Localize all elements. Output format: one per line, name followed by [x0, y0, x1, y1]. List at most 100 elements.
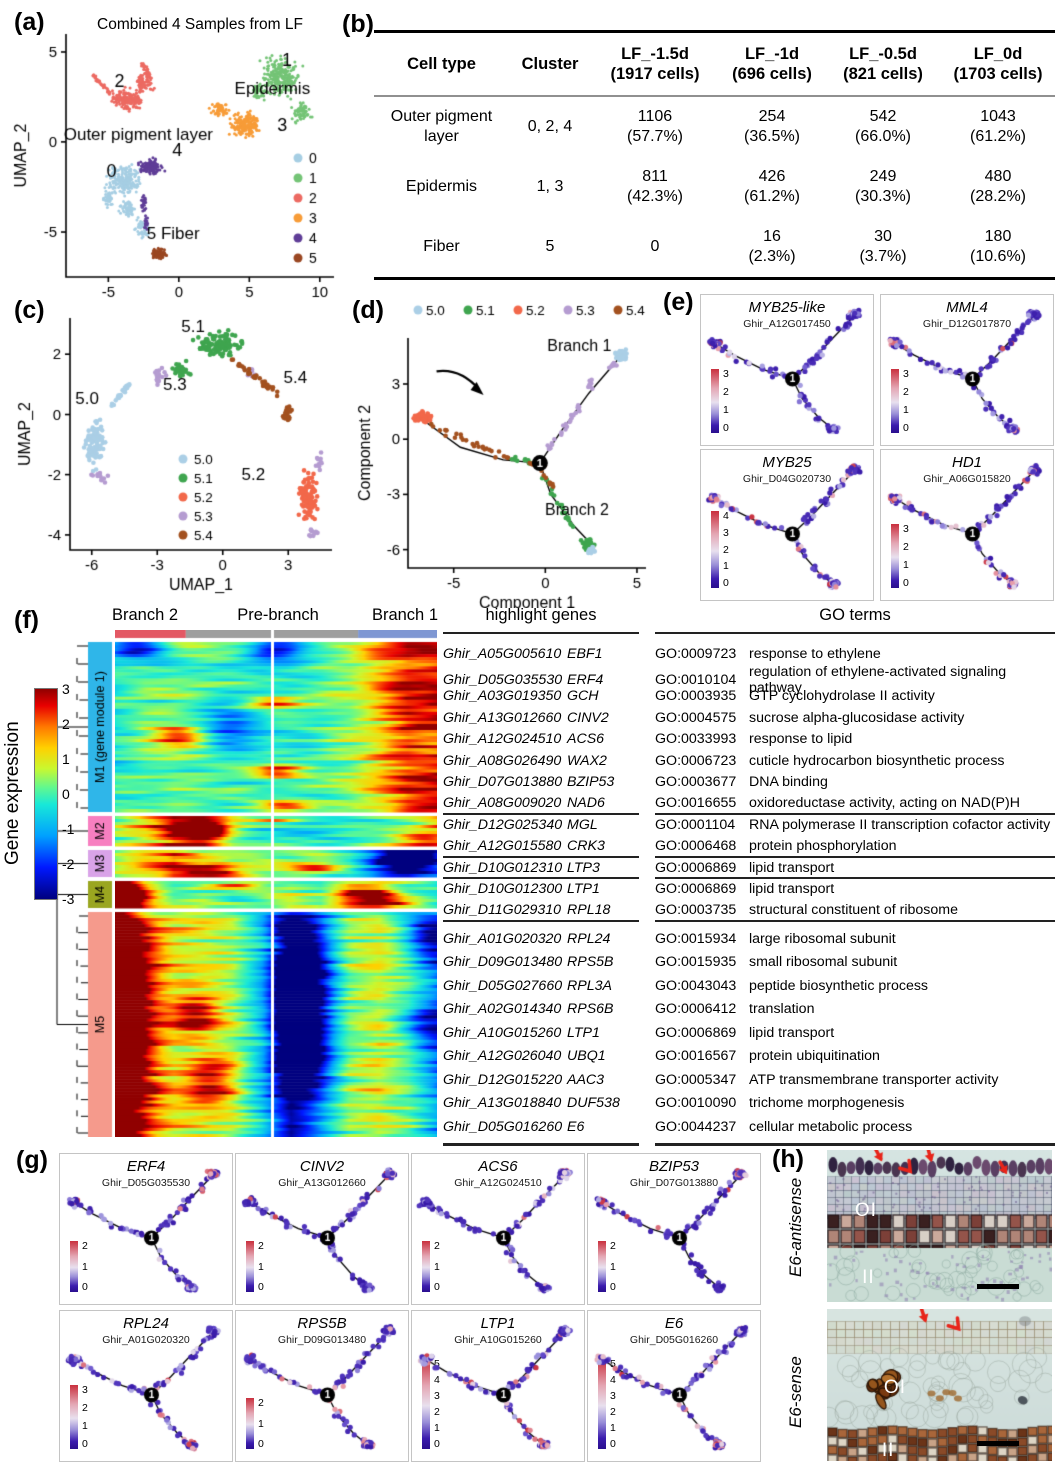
go-term: peptide biosynthetic process: [749, 977, 929, 994]
gene-id: Ghir_D09G013480: [443, 954, 563, 971]
go-id: GO:0016655: [655, 795, 737, 812]
gene-symbol: RPL3A: [567, 977, 612, 994]
cell: 480 (28.2%): [969, 168, 1027, 205]
gene-id: Ghir_A01G020320: [443, 930, 562, 947]
gene-symbol: UBQ1: [567, 1048, 606, 1065]
go-terms-header: GO terms: [819, 606, 891, 624]
gene-symbol: RPL24: [567, 930, 611, 947]
region-label-oi: OI: [883, 1377, 906, 1399]
trajectory-plot: [350, 296, 665, 608]
go-id: GO:0006412: [655, 1001, 737, 1018]
gene-row: Ghir_A10G015260 LTP1 GO:0006869 lipid trans…: [443, 1021, 1055, 1045]
in-situ-antisense-image: [827, 1150, 1052, 1302]
gene-id: Ghir_D07G013880: [443, 774, 563, 791]
table-row: Outer pigment layer 0, 2, 4 1106 (57.7%) 254(…: [374, 97, 1055, 157]
trajectory-plot-bzip53: BZIP53Ghir_D07G013880210: [587, 1153, 761, 1305]
go-term: DNA binding: [749, 774, 828, 791]
gene-row: Ghir_D05G016260 E6 GO:0044237 cellular meta…: [443, 1115, 1055, 1139]
trajectory-plot-myb25: MYB25Ghir_D04G02073043210: [700, 449, 874, 601]
go-term: lipid transport: [749, 881, 835, 898]
separator-line: [655, 920, 1055, 922]
go-id: GO:0003735: [655, 902, 737, 919]
trajectory-canvas: [588, 1311, 760, 1461]
gene-expression-heatmap: [115, 630, 437, 1137]
trajectory-canvas: [412, 1311, 584, 1461]
region-label-ii: II: [881, 1439, 895, 1461]
colorbar-tick: 0: [62, 786, 70, 802]
separator-line: [443, 632, 639, 634]
gene-id: Ghir_D05G016260: [443, 1118, 563, 1135]
gene-symbol: LTP1: [567, 1024, 600, 1041]
gene-id: Ghir_D05G027660: [443, 977, 563, 994]
gene-symbol: ERF4: [567, 672, 604, 689]
gene-symbol: E6: [567, 1118, 585, 1135]
go-term: RNA polymerase II transcription cofactor…: [749, 816, 1051, 833]
heatmap-colorbar-ticks: 3 2 1 0 -1 -2 -3: [62, 681, 88, 907]
go-id: GO:0044237: [655, 1118, 737, 1135]
gene-symbol: AAC3: [567, 1071, 605, 1088]
gene-id: Ghir_A08G009020: [443, 795, 562, 812]
cell: Epidermis: [405, 178, 478, 196]
cell: 1043 (61.2%): [969, 108, 1027, 145]
trajectory-plot-ltp1: LTP1Ghir_A10G015260543210: [411, 1310, 585, 1462]
cell: Cluster: [521, 54, 579, 73]
cell: 254 (36.5%): [743, 108, 801, 145]
table-row: Epidermis 1, 3 811 (42.3%) 426 (61.2%) 249 (30.…: [374, 157, 1055, 217]
gene-id: Ghir_A10G015260: [443, 1024, 562, 1041]
cell: LF_0d (1703 cells): [953, 44, 1043, 83]
go-term: trichome morphogenesis: [749, 1095, 905, 1112]
go-id: GO:0001104: [655, 816, 736, 833]
antisense-label: E6-antisense: [786, 1177, 805, 1278]
trajectory-canvas: [701, 295, 873, 445]
heatmap-colorbar: [34, 688, 58, 900]
cell: 0: [650, 238, 660, 256]
separator-line: [655, 877, 1055, 879]
go-term: response to lipid: [749, 731, 853, 748]
go-id: GO:0009723: [655, 645, 737, 662]
trajectory-plot-e6: E6Ghir_D05G016260543210: [587, 1310, 761, 1462]
heatmap-col-prebranch: Pre-branch: [237, 606, 319, 624]
go-id: GO:0006869: [655, 1024, 737, 1041]
gene-row: Ghir_D05G035530 ERF4 GO:0010104 regulation …: [443, 664, 1055, 696]
gene-row: Ghir_D09G013480 RPS5B GO:0015935 small ribo…: [443, 951, 1055, 975]
go-term: lipid transport: [749, 859, 835, 876]
separator-line: [655, 813, 1055, 815]
table-header-row: Cell type Cluster LF_-1.5d (1917 cells) LF_-…: [374, 33, 1055, 95]
go-id: GO:0033993: [655, 731, 737, 748]
gene-id: Ghir_A13G012660: [443, 709, 562, 726]
gene-row: Ghir_A03G019350 GCH GO:0003935 GTP cyclohyd…: [443, 686, 1055, 707]
go-term: protein ubiquitination: [749, 1048, 880, 1065]
go-id: GO:0006869: [655, 859, 737, 876]
cell: 811 (42.3%): [626, 168, 684, 205]
go-term: small ribosomal subunit: [749, 954, 898, 971]
cell-count-table: Cell type Cluster LF_-1.5d (1917 cells) LF_-…: [374, 30, 1055, 280]
gene-symbol: NAD6: [567, 795, 605, 812]
go-id: GO:0006869: [655, 881, 737, 898]
heatmap-col-branch1: Branch 1: [371, 606, 438, 624]
trajectory-canvas: [236, 1311, 408, 1461]
gene-row: Ghir_A12G024510 ACS6 GO:0033993 response to…: [443, 729, 1055, 750]
gene-symbol: MGL: [567, 816, 598, 833]
cell: Fiber: [423, 238, 460, 256]
gene-symbol: RPS5B: [567, 954, 614, 971]
cell: 542 (66.0%): [854, 108, 912, 145]
umap-combined-plot: [0, 0, 350, 300]
gene-row: Ghir_D05G027660 RPL3A GO:0043043 peptide bi…: [443, 974, 1055, 998]
gene-row: Ghir_A12G026040 UBQ1 GO:0016567 protein ubi…: [443, 1045, 1055, 1069]
trajectory-canvas: [236, 1154, 408, 1304]
highlight-genes-go-table: highlight genes GO terms Ghir_A05G005610 EB…: [443, 606, 1055, 1162]
gene-row: Ghir_A05G005610 EBF1 GO:0009723 response to…: [443, 643, 1055, 664]
trajectory-canvas: [588, 1154, 760, 1304]
gene-symbol: DUF538: [567, 1095, 620, 1112]
gene-symbol: RPS6B: [567, 1001, 614, 1018]
gene-symbol: CINV2: [567, 709, 609, 726]
trajectory-canvas: [881, 450, 1053, 600]
go-term: translation: [749, 1001, 815, 1018]
trajectory-canvas: [701, 450, 873, 600]
colorbar-tick: 1: [62, 751, 70, 767]
gene-row: Ghir_D10G012310 LTP3 GO:0006869 lipid trans…: [443, 857, 1055, 878]
gene-symbol: WAX2: [567, 752, 607, 769]
gene-id: Ghir_A05G005610: [443, 645, 562, 662]
go-id: GO:0003935: [655, 688, 737, 705]
go-term: oxidoreductase activity, acting on NAD(P…: [749, 795, 1020, 812]
